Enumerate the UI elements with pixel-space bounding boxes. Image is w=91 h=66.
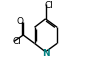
- Text: Cl: Cl: [44, 1, 53, 10]
- Text: N: N: [42, 49, 50, 58]
- Text: O: O: [17, 17, 24, 26]
- Text: Cl: Cl: [12, 37, 21, 46]
